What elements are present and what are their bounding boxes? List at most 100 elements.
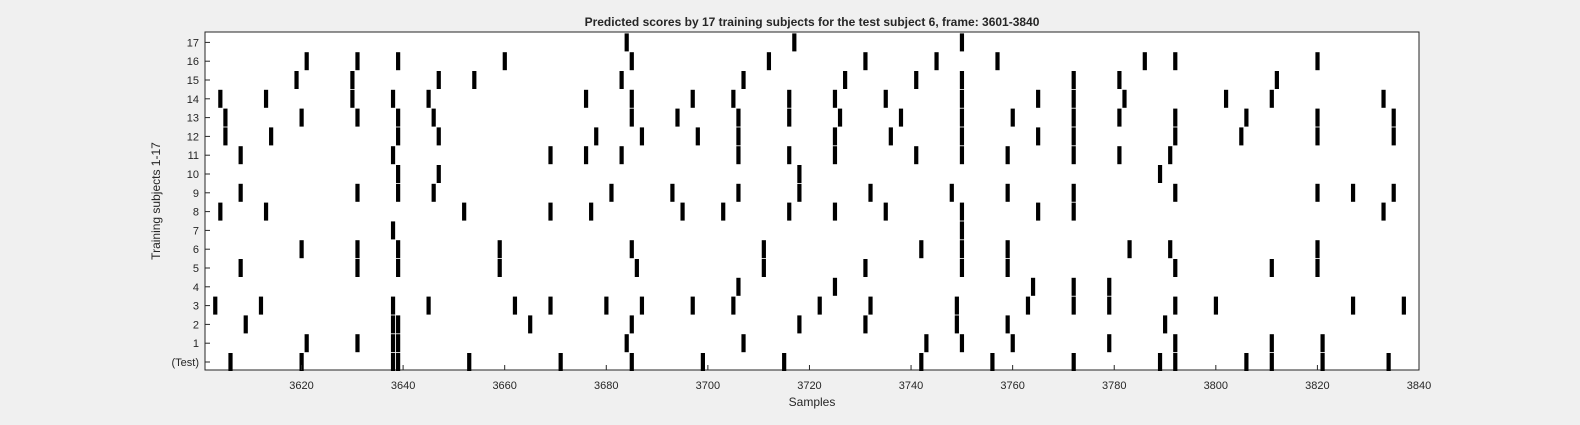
event-mark — [558, 353, 563, 371]
event-mark — [680, 202, 685, 221]
event-mark — [396, 240, 401, 259]
event-mark — [548, 202, 553, 221]
event-mark — [797, 315, 802, 334]
event-mark — [1269, 89, 1274, 108]
event-mark — [863, 259, 868, 277]
event-mark — [1010, 334, 1015, 353]
event-mark — [609, 183, 614, 202]
event-mark — [390, 315, 396, 334]
event-mark — [355, 108, 360, 127]
event-mark — [1173, 183, 1178, 202]
event-mark — [959, 146, 965, 165]
event-mark — [959, 89, 965, 108]
event-mark — [497, 259, 502, 277]
y-tick-label: 12 — [187, 131, 199, 143]
event-mark — [390, 221, 396, 240]
event-mark — [548, 146, 553, 165]
event-mark — [914, 146, 919, 165]
event-mark — [396, 127, 401, 146]
event-mark — [1157, 353, 1163, 371]
event-mark — [1173, 52, 1178, 71]
event-mark — [528, 315, 533, 334]
event-mark — [792, 33, 797, 52]
event-mark — [1036, 89, 1041, 108]
event-mark — [218, 202, 223, 221]
event-mark — [390, 296, 396, 315]
event-mark — [294, 71, 299, 89]
event-mark — [304, 52, 309, 71]
event-mark — [1071, 353, 1076, 371]
event-mark — [1005, 240, 1010, 259]
event-mark — [604, 296, 609, 315]
y-tick-label: (Test) — [172, 357, 200, 369]
y-tick-label: 6 — [193, 244, 199, 256]
event-mark — [1071, 277, 1076, 296]
x-tick-label: 3660 — [492, 380, 516, 392]
event-mark — [390, 146, 396, 165]
event-mark — [959, 127, 965, 146]
event-mark — [355, 183, 360, 202]
event-mark — [898, 108, 904, 127]
event-marks — [213, 33, 1406, 371]
plot-area — [204, 31, 1420, 371]
event-mark — [1315, 127, 1320, 146]
event-mark — [995, 52, 1000, 71]
event-mark — [914, 71, 919, 89]
event-mark — [619, 146, 624, 165]
event-mark — [1213, 296, 1219, 315]
event-mark — [1157, 165, 1163, 183]
event-mark — [426, 296, 431, 315]
event-mark — [1107, 277, 1112, 296]
event-mark — [1320, 334, 1325, 353]
event-mark — [299, 108, 304, 127]
event-mark — [761, 259, 766, 277]
event-mark — [1005, 315, 1010, 334]
event-mark — [629, 240, 634, 259]
event-mark — [1142, 52, 1147, 71]
event-mark — [1223, 89, 1229, 108]
event-mark — [832, 89, 838, 108]
event-mark — [1107, 296, 1112, 315]
event-mark — [934, 52, 939, 71]
event-mark — [1071, 146, 1076, 165]
event-mark — [736, 108, 741, 127]
event-mark — [949, 183, 954, 202]
event-mark — [1071, 108, 1076, 127]
event-mark — [1173, 127, 1178, 146]
y-tick-label: 7 — [193, 225, 199, 237]
event-mark — [787, 146, 792, 165]
x-tick-label: 3760 — [1000, 380, 1024, 392]
event-mark — [350, 89, 355, 108]
event-mark — [1025, 296, 1031, 315]
event-mark — [863, 52, 868, 71]
event-mark — [1269, 334, 1274, 353]
event-mark — [959, 71, 965, 89]
event-mark — [1274, 71, 1279, 89]
y-tick-label: 10 — [187, 169, 199, 181]
event-mark — [238, 146, 243, 165]
event-mark — [959, 240, 965, 259]
event-mark — [731, 89, 736, 108]
event-mark — [817, 296, 822, 315]
event-mark — [350, 71, 355, 89]
event-mark — [700, 353, 705, 371]
event-mark — [396, 183, 401, 202]
event-mark — [1117, 146, 1122, 165]
event-mark — [1163, 315, 1168, 334]
event-mark — [396, 315, 401, 334]
event-mark — [782, 353, 787, 371]
event-mark — [390, 89, 396, 108]
event-mark — [1005, 146, 1010, 165]
event-mark — [959, 108, 965, 127]
event-mark — [954, 296, 959, 315]
event-mark — [832, 146, 838, 165]
event-mark — [1391, 108, 1396, 127]
event-mark — [258, 296, 264, 315]
y-tick-label: 16 — [187, 56, 199, 68]
event-mark — [787, 108, 792, 127]
event-mark — [736, 146, 741, 165]
event-mark — [629, 89, 634, 108]
event-mark — [736, 183, 741, 202]
event-mark — [629, 353, 634, 371]
